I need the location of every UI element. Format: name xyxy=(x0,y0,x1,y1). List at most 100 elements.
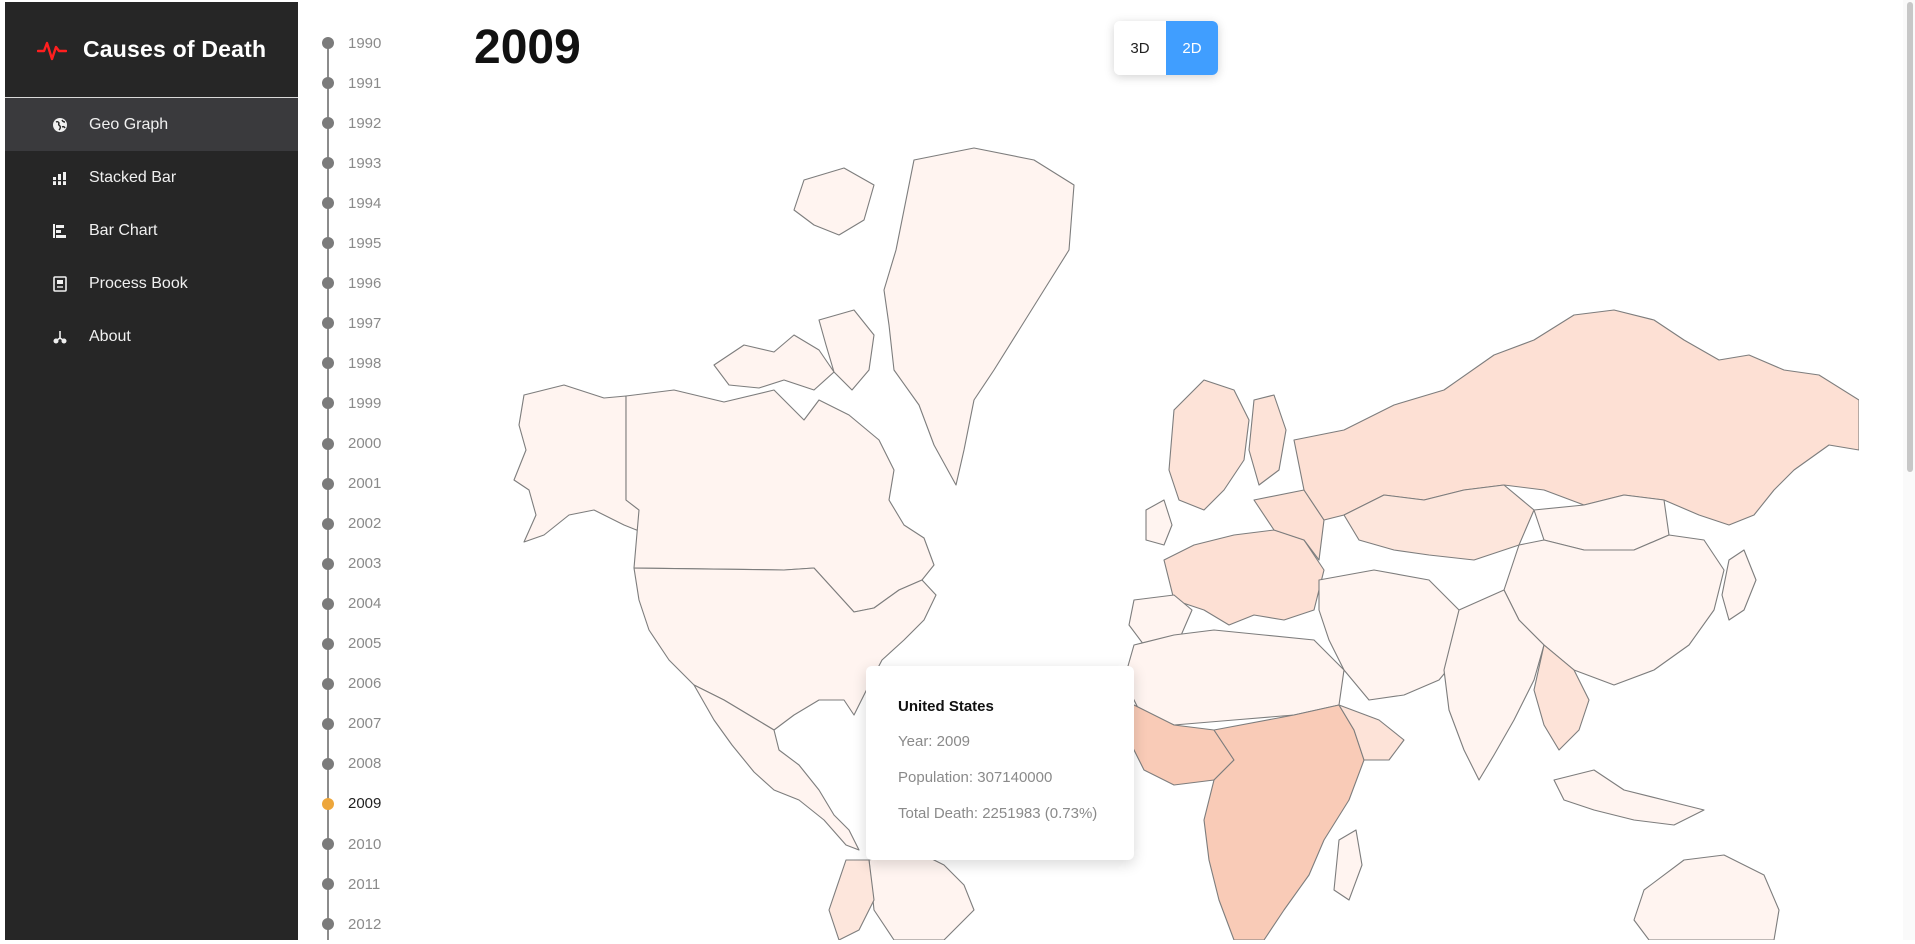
timeline-year-label: 2006 xyxy=(348,675,382,693)
timeline-year-label: 2000 xyxy=(348,435,382,452)
timeline-dot xyxy=(322,37,334,49)
country-mongolia[interactable] xyxy=(1533,494,1670,551)
selected-year-title: 2009 xyxy=(474,21,581,74)
timeline-dot xyxy=(322,477,334,490)
timeline-year-label: 2012 xyxy=(348,915,382,933)
toggle-2d-button[interactable]: 2D xyxy=(1166,21,1218,75)
timeline-dot xyxy=(322,717,334,730)
timeline-dot xyxy=(322,317,334,330)
country-mexico[interactable] xyxy=(693,684,860,851)
country-greenland[interactable] xyxy=(883,147,1075,486)
timeline-year-label: 2008 xyxy=(348,755,382,773)
country-colombia[interactable] xyxy=(828,859,875,940)
app-title: Causes of Death xyxy=(83,36,267,62)
nav-item-stacked-bar[interactable]: Stacked Bar xyxy=(5,151,298,204)
timeline-year-label: 1999 xyxy=(348,394,382,412)
country-southeast-asia[interactable] xyxy=(1533,644,1590,751)
nav-menu: Geo Graph Stacked Bar Bar Chart Process … xyxy=(5,98,298,363)
book-icon xyxy=(51,275,69,293)
country-middle-east[interactable] xyxy=(1318,569,1465,701)
timeline-year-label: 1998 xyxy=(348,354,382,372)
timeline-dot xyxy=(322,878,334,891)
country-brazil[interactable] xyxy=(868,849,975,940)
country-alaska[interactable] xyxy=(513,384,650,543)
nav-item-about[interactable]: About xyxy=(5,310,298,363)
country-baffin[interactable] xyxy=(818,309,875,391)
timeline-dot xyxy=(322,197,334,210)
timeline-year-label: 1991 xyxy=(348,74,382,92)
timeline-dot xyxy=(322,597,334,610)
tooltip-year: Year: 2009 xyxy=(898,733,971,750)
timeline-year-label: 1996 xyxy=(348,274,382,292)
timeline-dot xyxy=(322,677,334,690)
timeline-dot xyxy=(322,557,334,570)
tooltip-population: Population: 307140000 xyxy=(898,769,1053,786)
timeline-dot xyxy=(322,797,334,810)
nav-item-bar-chart[interactable]: Bar Chart xyxy=(5,204,298,257)
timeline-year-label: 1990 xyxy=(348,34,382,52)
country-madagascar[interactable] xyxy=(1333,829,1363,901)
sidebar: Causes of Death Geo Graph Stacked Bar Ba… xyxy=(5,2,298,940)
timeline-year-label: 1995 xyxy=(348,234,382,252)
country-australia[interactable] xyxy=(1633,854,1780,940)
timeline-dot xyxy=(322,157,334,170)
country-japan[interactable] xyxy=(1721,549,1757,621)
timeline-dot xyxy=(322,277,334,290)
scrollbar-thumb[interactable] xyxy=(1907,2,1913,472)
country-ellesmere[interactable] xyxy=(793,167,875,236)
about-icon xyxy=(51,328,69,346)
timeline-year-label: 1993 xyxy=(348,154,382,172)
country-norway-sweden[interactable] xyxy=(1168,379,1250,511)
timeline-dot xyxy=(322,117,334,130)
bar-chart-icon xyxy=(51,222,69,240)
country-western-europe[interactable] xyxy=(1163,529,1325,626)
timeline-dot xyxy=(322,517,334,530)
timeline-year-label: 2007 xyxy=(348,715,382,733)
nav-label: Geo Graph xyxy=(89,115,169,133)
timeline-dot xyxy=(322,357,334,370)
timeline-year-label: 2004 xyxy=(348,595,382,613)
country-indonesia[interactable] xyxy=(1553,769,1705,826)
timeline-dot xyxy=(322,237,334,250)
year-timeline: 1990 1991 1992 1993 1994 1995 1996 1997 1998 1999… xyxy=(298,0,458,940)
timeline-year-label: 2005 xyxy=(348,635,382,653)
timeline-year-label: 2003 xyxy=(348,555,382,573)
country-central-africa[interactable] xyxy=(1203,704,1365,940)
tooltip-total-death: Total Death: 2251983 (0.73%) xyxy=(898,805,1098,822)
nav-item-process-book[interactable]: Process Book xyxy=(5,257,298,310)
timeline-dot xyxy=(322,397,334,410)
country-arctic-islands[interactable] xyxy=(713,334,835,391)
nav-label: About xyxy=(89,327,131,345)
country-uk[interactable] xyxy=(1145,499,1173,546)
nav-item-geo-graph[interactable]: Geo Graph xyxy=(5,98,298,151)
country-kazakhstan[interactable] xyxy=(1343,484,1535,561)
timeline-year-label: 1992 xyxy=(348,114,382,132)
tooltip-country: United States xyxy=(898,698,994,715)
timeline-year-label: 1994 xyxy=(348,194,382,212)
country-finland[interactable] xyxy=(1248,394,1287,486)
world-map[interactable] xyxy=(474,140,1859,940)
country-east-africa[interactable] xyxy=(1338,704,1405,761)
timeline-dot xyxy=(322,637,334,650)
country-india[interactable] xyxy=(1443,589,1545,781)
timeline-year-label: 2010 xyxy=(348,835,382,853)
timeline-year-label: 2011 xyxy=(348,875,381,893)
timeline-year-label: 2001 xyxy=(348,475,382,493)
timeline-dot xyxy=(322,77,334,90)
stacked-bar-icon xyxy=(51,169,69,187)
timeline-year-label: 2002 xyxy=(348,515,382,533)
globe-icon xyxy=(51,116,69,134)
timeline-dot xyxy=(322,757,334,770)
brand[interactable]: Causes of Death xyxy=(5,2,298,98)
heartbeat-icon xyxy=(37,41,67,60)
country-russia[interactable] xyxy=(1293,309,1859,526)
timeline-dot xyxy=(322,437,334,450)
page-scrollbar[interactable] xyxy=(1903,0,1915,940)
toggle-3d-button[interactable]: 3D xyxy=(1114,21,1166,75)
view-toggle: 3D 2D xyxy=(1114,21,1218,75)
timeline-line xyxy=(327,40,329,940)
nav-label: Stacked Bar xyxy=(89,168,177,186)
country-tooltip: United States Year: 2009 Population: 307… xyxy=(866,666,1134,860)
nav-label: Process Book xyxy=(89,274,188,292)
nav-label: Bar Chart xyxy=(89,221,158,239)
